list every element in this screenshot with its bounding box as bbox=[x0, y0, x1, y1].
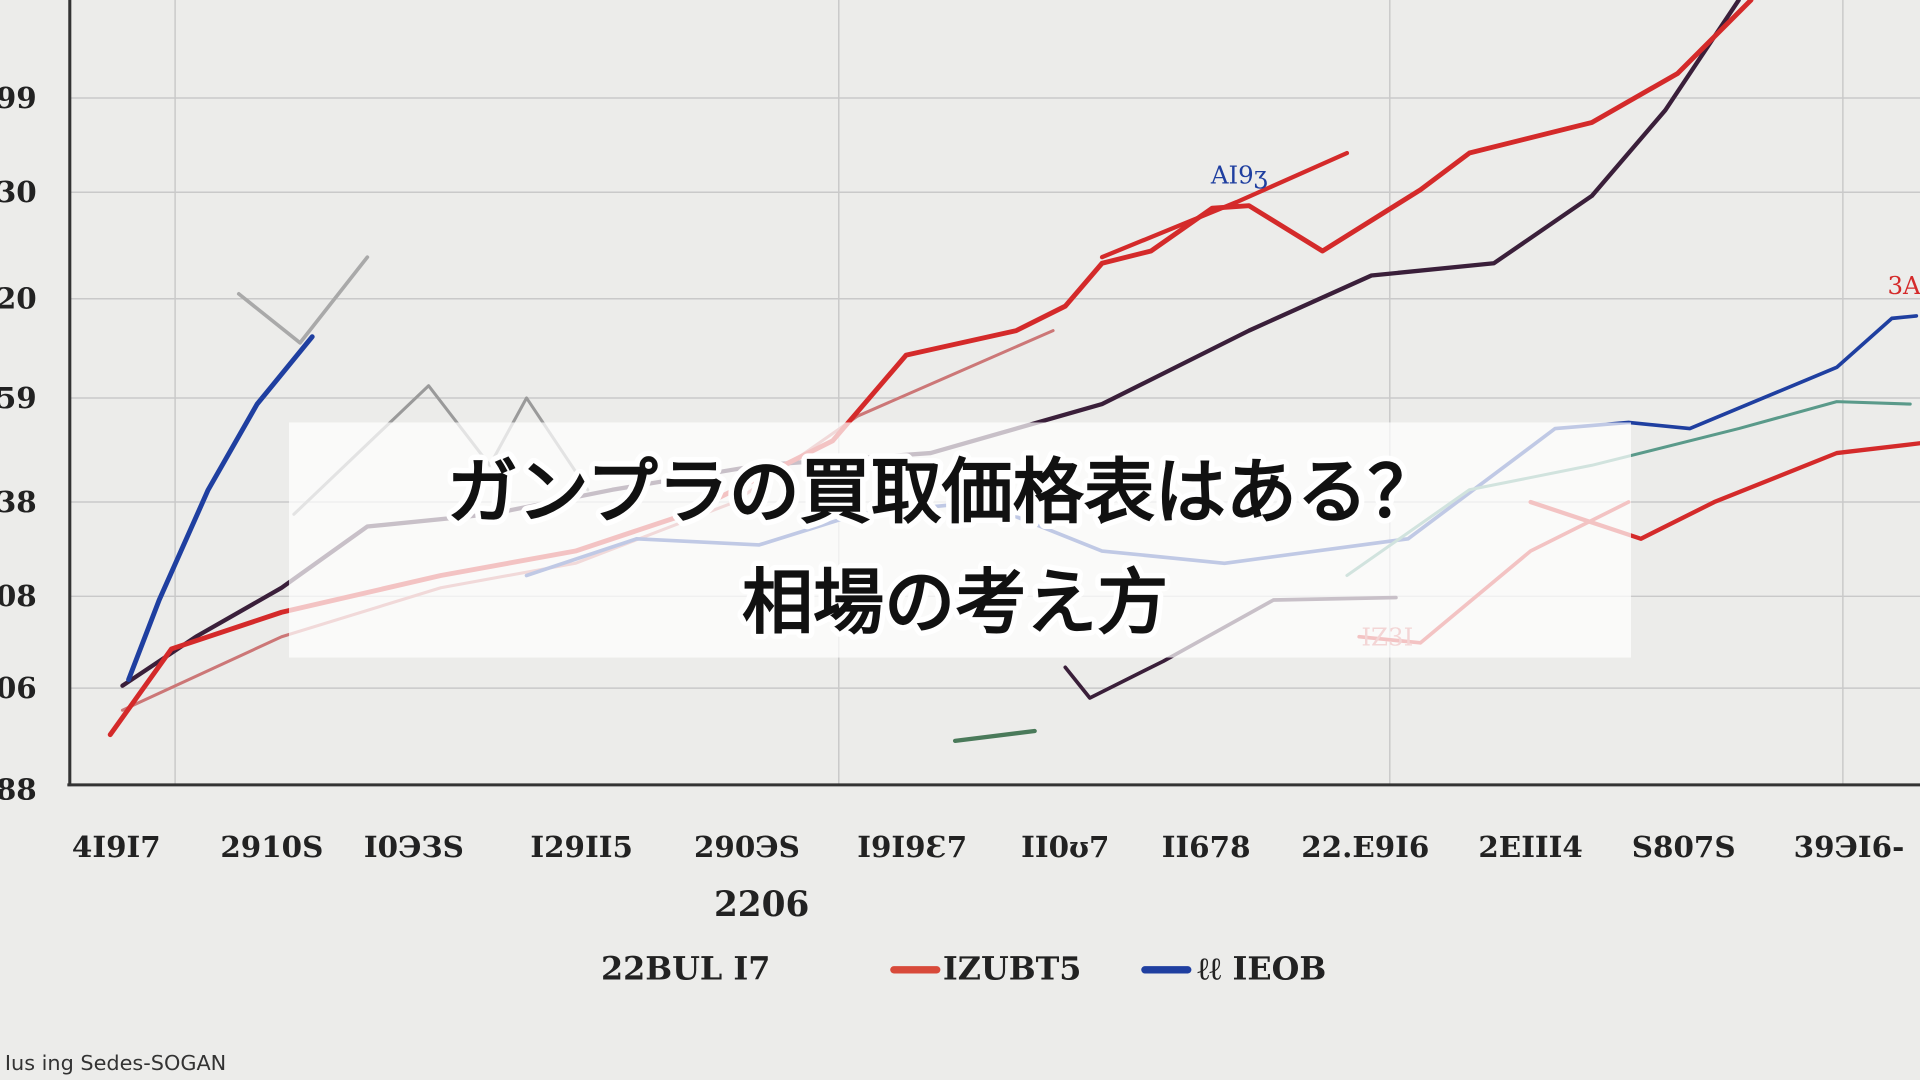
y-label: 08 bbox=[0, 578, 37, 613]
legend-label: IZUBT5 bbox=[943, 950, 1082, 988]
x-label: 2ΕΙΙΙ4 bbox=[1478, 829, 1583, 864]
legend-label: ℓℓ IEOB bbox=[1198, 950, 1327, 988]
x-axis-title: 2206 bbox=[714, 885, 809, 925]
y-label: 30 bbox=[0, 174, 37, 209]
title-panel bbox=[288, 422, 1632, 658]
x-label: I9I9Ɛ7 bbox=[857, 829, 967, 864]
y-label: 20 bbox=[0, 281, 37, 316]
annotation: AI9ʒ bbox=[1210, 161, 1268, 190]
title-line: ガンプラの買取価格表はある？ bbox=[447, 451, 1439, 534]
x-label: 4I9I7 bbox=[72, 829, 161, 864]
x-label: I0ЭЗS bbox=[364, 829, 464, 864]
x-label: 39ЭI6- bbox=[1794, 829, 1905, 864]
y-label: 88 bbox=[0, 772, 37, 807]
x-label: 290ЭS bbox=[694, 829, 800, 864]
x-label: II678 bbox=[1162, 829, 1251, 864]
x-label: I29II5 bbox=[530, 829, 633, 864]
labels: 99 30 20 59 38 08 06 88 4I9I7 2910S I0ЭЗS I29II5 290… bbox=[0, 80, 1920, 1075]
green-line bbox=[952, 728, 1037, 743]
y-label: 38 bbox=[0, 484, 37, 519]
x-label: II0ʊ7 bbox=[1021, 829, 1109, 864]
annotation: 3A bbox=[1887, 271, 1920, 300]
legend-label: 22BUL I7 bbox=[601, 950, 770, 988]
x-label: 22.E9I6 bbox=[1301, 829, 1429, 864]
x-label: S807S bbox=[1632, 829, 1736, 864]
title-line: 相場の考え方 bbox=[742, 561, 1168, 644]
grid bbox=[69, 0, 1920, 784]
axes bbox=[67, 0, 1920, 787]
red-line bbox=[1099, 150, 1350, 260]
blue-line bbox=[126, 334, 315, 683]
y-label: 99 bbox=[0, 80, 37, 115]
x-label: 2910S bbox=[220, 829, 323, 864]
y-label: 06 bbox=[0, 670, 37, 705]
footer: Ius ing Sedes-SOGAN bbox=[5, 1051, 226, 1075]
y-label: 59 bbox=[0, 380, 37, 415]
grey-line bbox=[236, 255, 370, 345]
